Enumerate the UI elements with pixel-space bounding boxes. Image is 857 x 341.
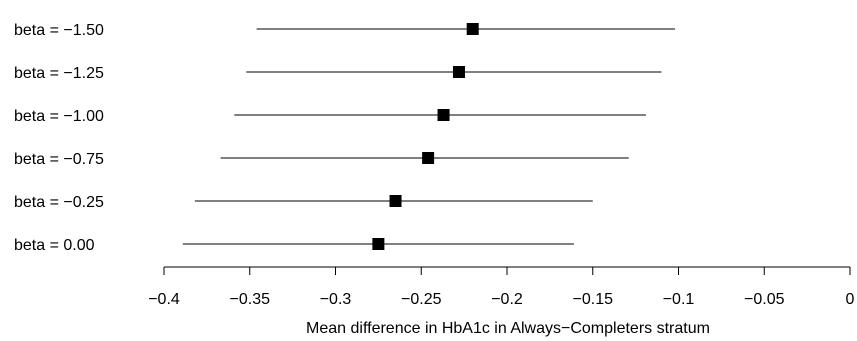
x-tick-label: −0.35	[230, 291, 271, 308]
row-label: beta = −1.25	[14, 65, 104, 82]
row-label: beta = 0.00	[14, 237, 95, 254]
rows: beta = −1.50 beta = −1.25 beta = −1.00 beta…	[14, 22, 676, 254]
point-estimate-marker	[452, 66, 465, 78]
forest-row: beta = −0.75	[14, 151, 629, 168]
point-estimate-marker	[422, 152, 435, 164]
forest-row: beta = −1.50	[14, 22, 676, 39]
row-label: beta = −0.75	[14, 151, 104, 168]
forest-row: beta = −1.00	[14, 108, 646, 125]
point-estimate-marker	[372, 238, 385, 250]
x-tick-label: −0.2	[491, 291, 523, 308]
x-tick-label: −0.05	[744, 291, 785, 308]
row-label: beta = −1.50	[14, 22, 104, 39]
x-tick-label: −0.15	[573, 291, 614, 308]
row-label: beta = −1.00	[14, 108, 104, 125]
x-tick-label: −0.4	[148, 291, 180, 308]
point-estimate-marker	[389, 195, 402, 207]
x-tick-label: 0	[846, 291, 855, 308]
point-estimate-marker	[437, 109, 450, 121]
x-tick-label: −0.1	[663, 291, 695, 308]
x-axis: −0.4 −0.35 −0.3 −0.25 −0.2 −0.15 −0.1 −0.05 0	[148, 266, 855, 308]
x-tick-label: −0.25	[401, 291, 442, 308]
x-axis-ticks: −0.4 −0.35 −0.3 −0.25 −0.2 −0.15 −0.1 −0.05 0	[148, 267, 855, 308]
row-label: beta = −0.25	[14, 194, 104, 211]
x-axis-title: Mean difference in HbA1c in Always−Compl…	[306, 320, 710, 337]
forest-row: beta = −1.25	[14, 65, 662, 82]
x-tick-label: −0.3	[320, 291, 352, 308]
point-estimate-marker	[466, 23, 479, 35]
forest-row: beta = −0.25	[14, 194, 593, 211]
forest-row: beta = 0.00	[14, 237, 574, 254]
